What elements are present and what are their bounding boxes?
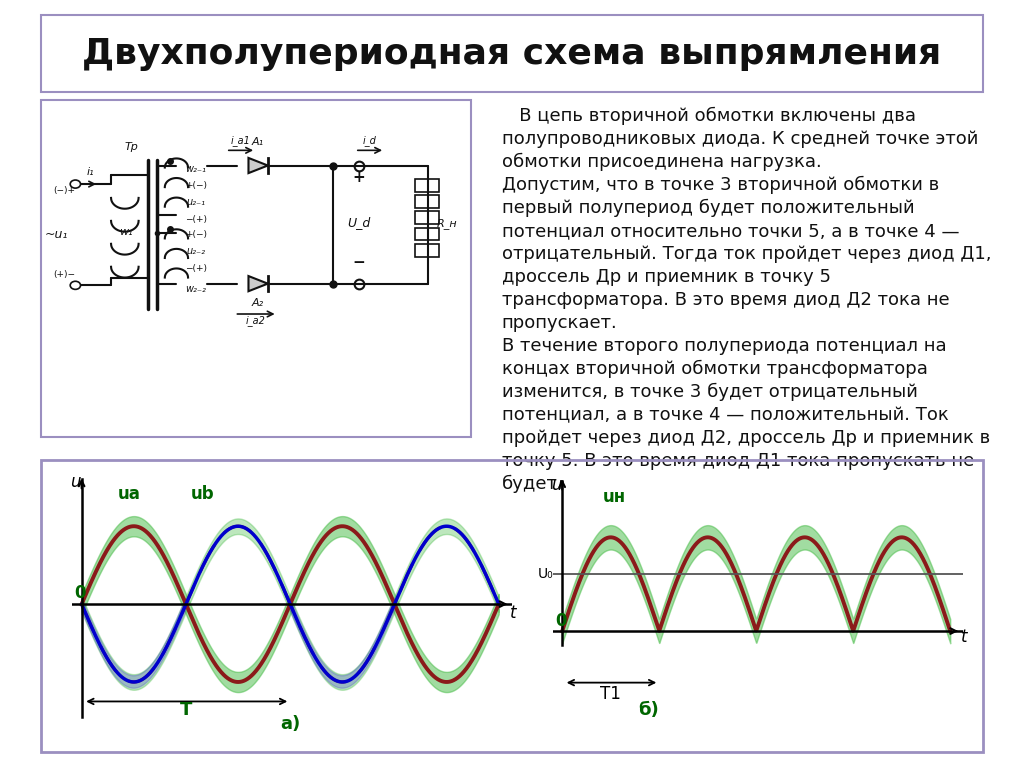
Text: (−)+: (−)+ xyxy=(53,186,76,195)
Polygon shape xyxy=(249,276,268,291)
Text: u: u xyxy=(70,473,80,492)
Text: А₂: А₂ xyxy=(252,298,264,308)
Text: u₂₋₁: u₂₋₁ xyxy=(186,197,205,207)
Text: А₁: А₁ xyxy=(252,137,264,147)
Text: U_d: U_d xyxy=(347,216,371,229)
Text: б): б) xyxy=(638,702,659,719)
Text: U₀: U₀ xyxy=(538,568,554,581)
Text: u: u xyxy=(551,476,561,495)
Text: В цепь вторичной обмотки включены два
полупроводниковых диода. К средней точке э: В цепь вторичной обмотки включены два по… xyxy=(502,107,991,493)
Text: ub: ub xyxy=(191,485,215,503)
Text: −: − xyxy=(353,255,366,270)
Text: u₂₋₂: u₂₋₂ xyxy=(186,246,205,256)
Text: t: t xyxy=(510,604,517,622)
Text: w₂₋₁: w₂₋₁ xyxy=(185,164,206,174)
Text: t: t xyxy=(961,628,968,647)
Bar xyxy=(415,244,438,257)
Text: −(+): −(+) xyxy=(184,215,207,224)
Polygon shape xyxy=(249,158,268,173)
Text: w₂₋₂: w₂₋₂ xyxy=(185,284,206,294)
Bar xyxy=(415,228,438,240)
Text: Двухполупериодная схема выпрямления: Двухполупериодная схема выпрямления xyxy=(82,37,942,71)
Text: −(+): −(+) xyxy=(184,264,207,273)
Text: 0: 0 xyxy=(555,612,567,630)
Text: 0: 0 xyxy=(75,584,86,602)
Bar xyxy=(415,179,438,192)
Bar xyxy=(415,196,438,208)
Bar xyxy=(415,212,438,224)
Text: uн: uн xyxy=(602,488,626,505)
Text: ~u₁: ~u₁ xyxy=(44,229,68,241)
Text: а): а) xyxy=(280,715,300,732)
Text: Тр: Тр xyxy=(124,143,138,153)
Text: +(−): +(−) xyxy=(184,230,207,239)
Text: ua: ua xyxy=(118,485,141,503)
Text: i_d: i_d xyxy=(364,136,377,146)
Text: T: T xyxy=(180,701,193,719)
Text: w₁: w₁ xyxy=(120,227,133,237)
Text: i_a1: i_a1 xyxy=(231,136,251,146)
Text: R_н: R_н xyxy=(437,219,458,229)
Text: (+)−: (+)− xyxy=(53,270,76,279)
Text: T1: T1 xyxy=(600,685,622,703)
Text: +(−): +(−) xyxy=(184,181,207,190)
Text: i₁: i₁ xyxy=(87,166,94,176)
Text: i_a2: i_a2 xyxy=(246,315,266,326)
Text: +: + xyxy=(353,170,366,186)
